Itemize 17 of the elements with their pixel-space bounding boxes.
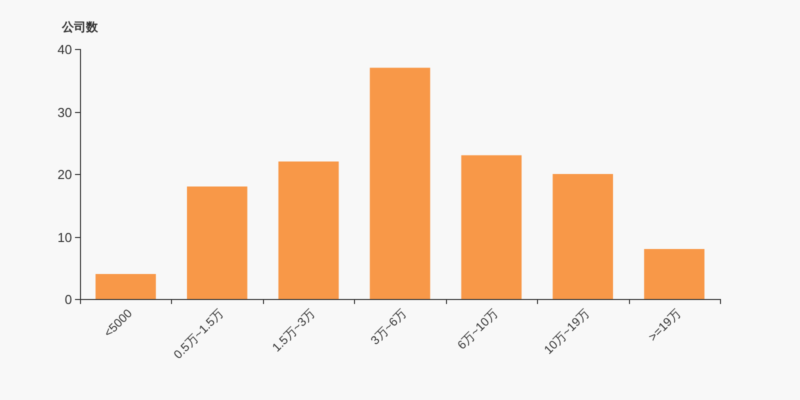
bar: [278, 162, 339, 299]
y-tick-label: 40: [58, 42, 72, 58]
y-tick-label: 30: [58, 105, 72, 120]
bar: [461, 155, 522, 299]
x-tick-label: 3万~6万: [368, 306, 410, 348]
bar: [186, 186, 248, 299]
x-tick-label: 1.5万~3万: [269, 306, 318, 355]
y-tick-label: 0: [64, 292, 72, 308]
bar: [370, 68, 430, 299]
x-tick-label: 10万~19万: [541, 306, 592, 357]
bar: [552, 174, 614, 299]
x-tick-label: 6万~10万: [454, 306, 501, 352]
bar: [644, 249, 704, 299]
y-axis-title: 公司数: [61, 20, 99, 34]
bar: [96, 274, 156, 299]
y-tick-label: 20: [58, 167, 72, 182]
y-tick-label: 10: [58, 230, 72, 246]
